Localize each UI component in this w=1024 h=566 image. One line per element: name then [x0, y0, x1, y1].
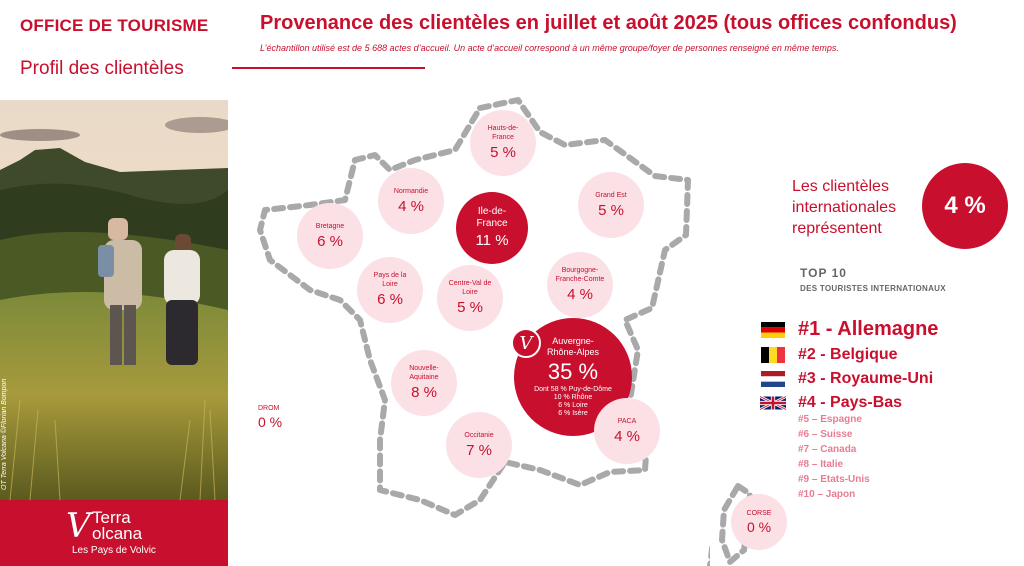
logo-mark: V [66, 506, 91, 546]
top10-item-3: #3 - Royaume-Uni [760, 370, 933, 388]
region-occitanie: Occitanie 7 % [446, 412, 512, 478]
region-bourgogne-franche-comte: Bourgogne- Franche-Comte 4 % [547, 252, 613, 318]
top10-title: TOP 10 [800, 266, 847, 280]
page-subtitle: L’échantillon utilisé est de 5 688 actes… [260, 43, 839, 53]
region-normandie: Normandie 4 % [378, 168, 444, 234]
netherlands-flag-icon [760, 371, 786, 387]
top10-item-10: #10 – Japon [798, 489, 856, 500]
left-panel-header [0, 0, 228, 100]
left-panel: OFFICE DE TOURISME Profil des clientèles [0, 0, 228, 566]
top10-subtitle: DES TOURISTES INTERNATIONAUX [800, 284, 946, 293]
top10-item-7: #7 – Canada [798, 444, 857, 455]
belgium-flag-icon [760, 347, 786, 363]
top10-item-label: #1 - Allemagne [798, 318, 939, 340]
region-drom: DROM 0 % [258, 405, 283, 430]
title-divider [232, 67, 425, 69]
top10-item-label: #2 - Belgique [798, 346, 898, 363]
top10-item-5: #5 – Espagne [798, 414, 862, 425]
region-nouvelle-aquitaine: Nouvelle- Aquitaine 8 % [391, 350, 457, 416]
logo-band [0, 500, 228, 566]
top10-item-6: #6 – Suisse [798, 429, 853, 440]
top10-item-8: #8 – Italie [798, 459, 844, 470]
top10-item-label: #4 - Pays-Bas [798, 394, 903, 411]
office-title: OFFICE DE TOURISME [20, 16, 209, 35]
region-pays-de-la-loire: Pays de la Loire 6 % [357, 257, 423, 323]
section-title: Profil des clientèles [20, 58, 184, 79]
top10-item-4: #4 - Pays-Bas [760, 394, 902, 412]
region-ile-de-france: Ile-de- France 11 % [456, 192, 528, 264]
region-auvergne-rhone-alpes: Auvergne- Rhône-Alpes 35 % Dont 58 % Puy… [514, 318, 632, 436]
top10-item-2: #2 - Belgique [760, 346, 898, 364]
region-corse: CORSE 0 % [731, 494, 787, 550]
region-centre-val-de-loire: Centre-Val de Loire 5 % [437, 265, 503, 331]
region-bretagne: Bretagne 6 % [297, 203, 363, 269]
top10-item-1: #1 - Allemagne [760, 318, 938, 341]
top10-item-label: #3 - Royaume-Uni [798, 370, 934, 387]
uk-flag-icon [760, 395, 786, 411]
region-hauts-de-france: Hauts-de- France 5 % [470, 110, 536, 176]
region-paca: PACA 4 % [594, 398, 660, 464]
france-map-outline [257, 97, 710, 566]
page-title: Provenance des clientèles en juillet et … [260, 12, 957, 34]
landscape-photo [0, 100, 228, 500]
volvic-v-icon: V [511, 328, 541, 358]
international-share-text: Les clientèles internationales représent… [792, 178, 897, 237]
international-share-value: 4 % [922, 163, 1008, 249]
landscape-photo-illustration [0, 100, 228, 500]
top10-item-9: #9 – Etats-Unis [798, 474, 870, 485]
logo-text: Terra olcana [92, 508, 143, 543]
region-grand-est: Grand Est 5 % [578, 172, 644, 238]
logo-subtitle: Les Pays de Volvic [72, 545, 156, 556]
germany-flag-icon [760, 321, 786, 338]
photo-credit: OT Terra Volcana ©Florian Bompon [1, 378, 8, 490]
